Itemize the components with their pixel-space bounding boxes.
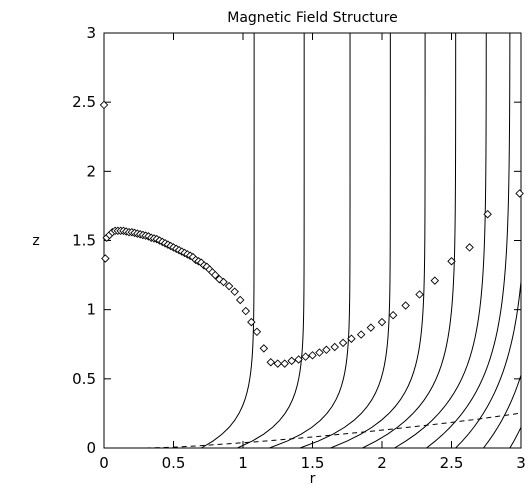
dashed-curve-group <box>145 412 522 449</box>
diamond-marker <box>347 334 356 343</box>
diamond-marker <box>377 317 387 327</box>
diamond-markers <box>99 100 524 368</box>
diamond-marker <box>287 356 296 366</box>
diamond-marker <box>235 295 245 305</box>
diamond-marker <box>356 330 366 339</box>
diamond-marker <box>247 317 256 327</box>
y-axis-label: z <box>32 233 39 249</box>
y-tick-label: 2 <box>86 162 96 180</box>
diamond-marker <box>241 306 251 316</box>
y-tick-label: 0 <box>86 439 96 457</box>
y-tick-label: 1.5 <box>72 232 96 250</box>
diamond-marker <box>101 254 110 263</box>
field-lines <box>201 33 521 448</box>
diamond-marker <box>224 281 234 291</box>
diamond-marker <box>301 352 310 361</box>
diamond-marker <box>447 257 456 266</box>
field-line <box>237 33 305 448</box>
diamond-marker <box>401 301 410 310</box>
diamond-marker <box>252 327 262 337</box>
diamond-marker <box>280 359 289 368</box>
field-line <box>426 33 511 448</box>
diamond-marker <box>210 270 220 280</box>
field-line <box>362 33 457 448</box>
y-tick-label: 2.5 <box>72 93 96 111</box>
diamond-marker <box>99 100 109 110</box>
diamond-marker <box>415 290 424 299</box>
diamond-marker <box>430 276 440 285</box>
x-axis-label: r <box>310 471 316 487</box>
field-line <box>394 33 487 448</box>
diamond-marker <box>338 338 348 348</box>
diamond-marker <box>315 348 324 357</box>
x-tick-label: 3 <box>516 454 526 472</box>
dashed-curve <box>145 412 522 449</box>
diamond-marker <box>515 189 524 198</box>
chart-title: Magnetic Field Structure <box>227 10 397 26</box>
axis-tick-labels: 0 0.5 1 1.5 2 2.5 3 0 0.5 1 1.5 2 2.5 3 <box>72 24 526 472</box>
field-line <box>455 276 521 448</box>
diamond-marker <box>294 355 303 364</box>
diamond-marker <box>322 345 331 355</box>
diamond-marker <box>266 357 276 367</box>
diamond-marker <box>388 310 398 320</box>
diamond-marker <box>273 359 282 368</box>
y-tick-label: 1 <box>86 301 96 319</box>
y-tick-label: 3 <box>86 24 96 42</box>
diamond-marker <box>308 351 317 360</box>
diamond-marker <box>219 277 228 287</box>
x-tick-label: 2.5 <box>440 454 464 472</box>
diamond-marker <box>366 323 376 332</box>
x-tick-label: 1.5 <box>301 454 325 472</box>
x-tick-label: 2 <box>377 454 387 472</box>
field-line <box>330 33 426 448</box>
field-line <box>483 373 521 448</box>
axis-ticks <box>103 32 522 449</box>
diamond-marker <box>330 342 339 352</box>
field-line <box>269 33 351 448</box>
diamond-marker <box>230 287 239 296</box>
diamond-marker <box>259 344 269 353</box>
y-tick-label: 0.5 <box>72 370 96 388</box>
diamond-marker <box>483 209 492 219</box>
diamond-marker <box>465 243 474 252</box>
x-tick-label: 1 <box>238 454 248 472</box>
x-tick-label: 0.5 <box>162 454 186 472</box>
x-tick-label: 0 <box>99 454 109 472</box>
field-line <box>299 33 391 448</box>
field-line <box>201 33 255 448</box>
